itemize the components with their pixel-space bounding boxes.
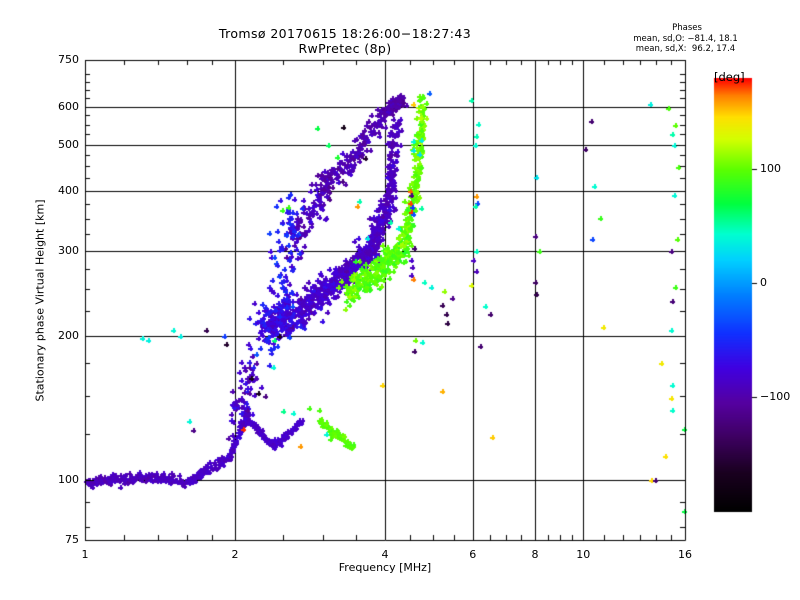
phases-annotation-x-mode: mean, sd,X: 96.2, 17.4 <box>635 44 736 54</box>
page-subtitle: RwPretec (8p) <box>298 41 392 56</box>
colorbar-tick-0: 100 <box>760 162 781 176</box>
y-tick-300: 300 <box>58 244 79 257</box>
page-title: Tromsø 20170615 18:26:00−18:27:43 <box>218 26 472 41</box>
x-tick-10: 10 <box>576 548 591 561</box>
x-tick-2: 2 <box>231 548 239 561</box>
y-tick-200: 200 <box>58 328 79 342</box>
y-tick-600: 600 <box>58 99 79 113</box>
phases-annotation-heading: Phases <box>672 23 702 33</box>
x-tick-16: 16 <box>678 548 692 561</box>
colorbar-unit-label: [deg] <box>714 70 745 84</box>
y-tick-400: 400 <box>58 184 79 198</box>
x-tick-1: 1 <box>81 548 89 561</box>
colorbar-tick-1: 0 <box>760 276 767 290</box>
x-tick-4: 4 <box>381 548 389 561</box>
colorbar-tick-2: −100 <box>760 390 791 404</box>
phases-annotation-o-mode: mean, sd,O: −81.4, 18.1 <box>633 34 738 44</box>
x-tick-8: 8 <box>531 548 539 561</box>
y-tick-75: 75 <box>65 533 79 546</box>
x-axis-label: Frequency [MHz] <box>338 561 432 574</box>
y-tick-750: 750 <box>58 53 79 66</box>
y-tick-100: 100 <box>58 473 79 487</box>
y-axis-label: Stationary phase Virtual Height [km] <box>33 199 47 402</box>
y-tick-500: 500 <box>58 137 79 151</box>
x-tick-6: 6 <box>469 548 477 561</box>
